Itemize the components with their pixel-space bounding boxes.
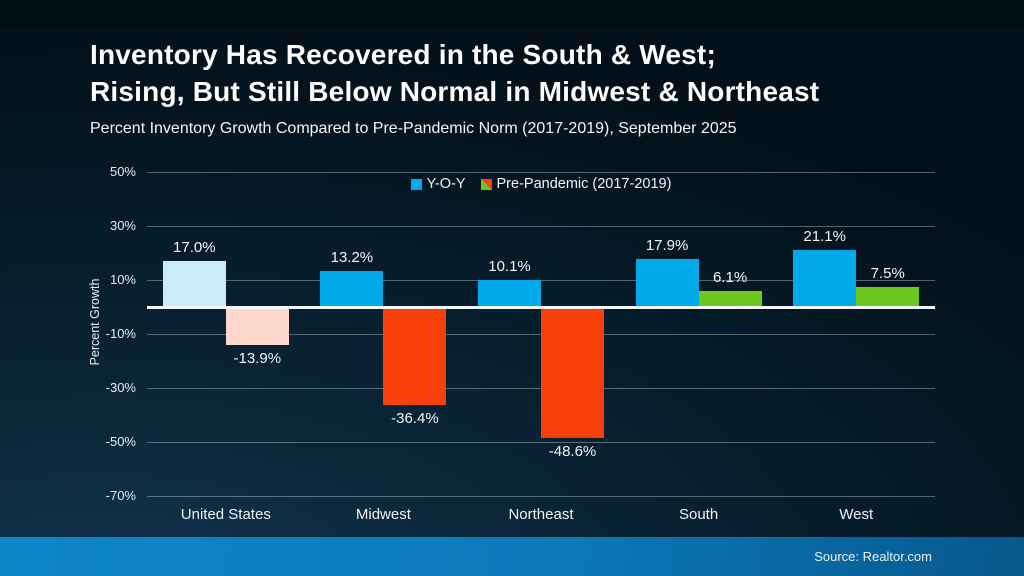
legend-swatch-y-o-y (410, 178, 422, 190)
bar-pre-pandemic-2017-2019-south (698, 290, 762, 307)
bar-value-label-y-o-y-west: 21.1% (803, 228, 846, 246)
gridline-50 (147, 172, 935, 173)
bar-value-label-pre-pandemic-2017-2019-northeast: -48.6% (548, 443, 597, 461)
gridline-10 (147, 280, 935, 281)
gridline--70 (147, 496, 935, 497)
bar-value-label-pre-pandemic-2017-2019-united-states: -13.9% (233, 349, 282, 367)
y-tick--70: -70% (105, 488, 136, 503)
bar-value-label-y-o-y-united-states: 17.0% (173, 239, 216, 257)
gridline-30 (147, 226, 935, 227)
x-category-label-midwest: Midwest (355, 506, 411, 523)
bar-pre-pandemic-2017-2019-northeast (541, 307, 604, 439)
y-tick-50: 50% (109, 164, 136, 179)
chart-title: Inventory Has Recovered in the South & W… (90, 36, 970, 110)
bar-value-label-y-o-y-northeast: 10.1% (488, 257, 531, 275)
chart-legend: Y-O-Y Pre-Pandemic (2017-2019) (147, 176, 935, 192)
bar-pre-pandemic-2017-2019-united-states (225, 307, 289, 345)
bar-value-label-pre-pandemic-2017-2019-west: 7.5% (870, 264, 905, 282)
legend-label-y-o-y: Y-O-Y (426, 176, 466, 192)
zero-baseline (147, 305, 935, 309)
legend-item-pre-pandemic-2017-2019: Pre-Pandemic (2017-2019) (480, 176, 672, 192)
bar-value-label-y-o-y-south: 17.9% (645, 236, 689, 254)
bar-pre-pandemic-2017-2019-west (856, 286, 920, 307)
bar-y-o-y-south (635, 258, 699, 307)
bar-y-o-y-midwest (320, 271, 384, 307)
x-category-label-northeast: Northeast (508, 506, 574, 523)
bar-value-label-pre-pandemic-2017-2019-south: 6.1% (712, 268, 748, 286)
bar-pre-pandemic-2017-2019-midwest (383, 307, 447, 406)
chart-subtitle: Percent Inventory Growth Compared to Pre… (90, 120, 737, 137)
chart-title-line-1: Inventory Has Recovered in the South & W… (90, 39, 716, 70)
y-axis-tick-labels: 50% 30% 10% -10% -30% -50% -70% (84, 164, 136, 503)
legend-swatch-pre-pandemic-2017-2019 (480, 178, 492, 190)
x-category-label-united-states: United States (180, 506, 271, 523)
bar-value-label-pre-pandemic-2017-2019-midwest: -36.4% (391, 410, 439, 428)
y-tick-30: 30% (109, 218, 136, 233)
footer-bar: Source: Realtor.com (0, 537, 1024, 576)
y-tick--30: -30% (105, 380, 136, 395)
y-tick--10: -10% (105, 326, 136, 341)
legend-item-y-o-y: Y-O-Y (410, 176, 466, 192)
bar-y-o-y-united-states (162, 261, 226, 307)
bar-y-o-y-northeast (478, 279, 541, 307)
x-category-label-west: West (839, 506, 874, 523)
bar-value-label-y-o-y-midwest: 13.2% (330, 249, 374, 267)
plot-area: Y-O-Y Pre-Pandemic (2017-2019) 17.0% -13.9… (147, 172, 935, 523)
chart-title-line-2: Rising, But Still Below Normal in Midwes… (90, 76, 820, 107)
gridline--50 (147, 442, 935, 443)
y-tick-10: 10% (109, 272, 136, 287)
source-text: Source: Realtor.com (814, 549, 932, 564)
legend-label-pre-pandemic-2017-2019: Pre-Pandemic (2017-2019) (496, 176, 672, 192)
bar-y-o-y-west (793, 250, 857, 307)
y-tick--50: -50% (105, 434, 136, 449)
x-category-label-south: South (678, 506, 719, 523)
